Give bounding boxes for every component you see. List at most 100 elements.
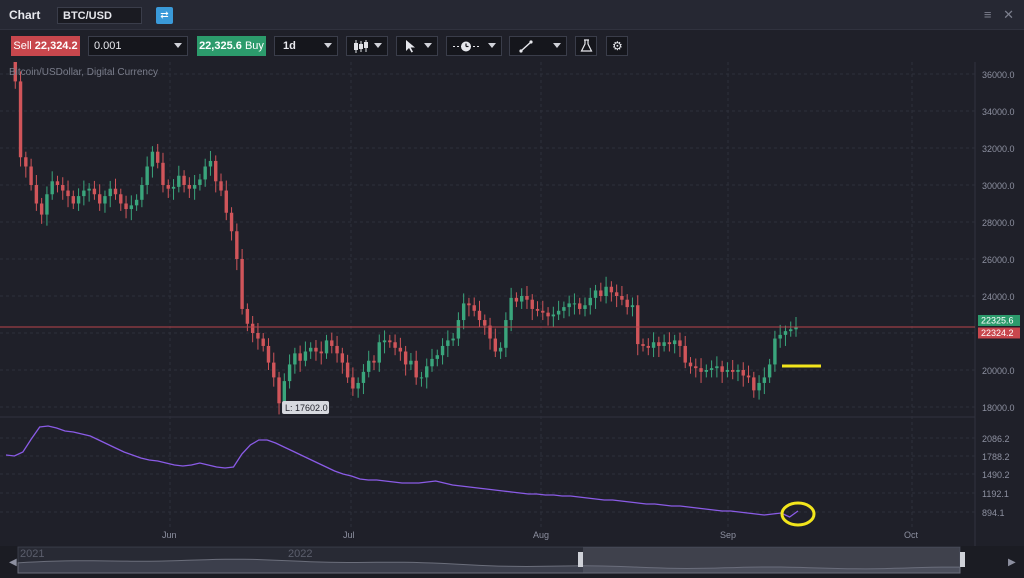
candle-body	[192, 185, 197, 189]
candle-body	[240, 259, 244, 309]
chart-settings-button[interactable]: ⚙	[606, 36, 628, 56]
candle-body	[208, 160, 213, 167]
navigator-scroll-left-icon[interactable]: ◀	[9, 557, 17, 568]
candle-body	[672, 340, 677, 345]
candle-body	[245, 308, 250, 324]
indicators-button[interactable]	[575, 36, 597, 56]
candle-body	[625, 299, 629, 308]
candle-body	[272, 362, 276, 378]
candle-body	[741, 370, 745, 376]
candle-body	[361, 371, 366, 383]
candle-body	[203, 166, 207, 180]
candle-body	[108, 188, 112, 197]
candle-body	[340, 353, 345, 363]
time-navigator[interactable]: ◀ ▶ 2021 2022	[0, 546, 1024, 578]
price-axis-label: 26000.0	[982, 255, 1015, 265]
candle-body	[150, 151, 155, 167]
candle-body	[614, 292, 619, 296]
candle-body	[588, 297, 592, 306]
close-icon[interactable]: ✕	[1003, 7, 1014, 22]
candle-body	[752, 377, 756, 391]
candle-body	[699, 368, 703, 372]
navigator-left-handle[interactable]	[578, 552, 583, 567]
timeframe-dropdown[interactable]: 1d	[274, 36, 338, 56]
drawing-tools-dropdown[interactable]	[509, 36, 567, 56]
symbol-input[interactable]: BTC/USD	[57, 7, 142, 24]
sell-button[interactable]: Sell 22,324.2	[11, 36, 80, 56]
navigator-label-2022: 2022	[288, 548, 312, 560]
menu-icon[interactable]: ≡	[983, 7, 992, 22]
candle-body	[477, 310, 482, 321]
navigator-canvas[interactable]: ◀ ▶ 2021 2022	[0, 546, 1024, 578]
buy-button[interactable]: 22,325.6 Buy	[197, 36, 266, 56]
cursor-arrow-icon	[406, 40, 415, 53]
candle-body	[103, 196, 107, 204]
indicator-line	[5, 425, 799, 518]
chart-toolbar: Sell 22,324.2 0.001 22,325.6 Buy 1d	[0, 31, 1024, 61]
buy-price-tag-label: 22325.6	[981, 315, 1014, 325]
candle-body	[13, 62, 17, 82]
chart-type-dropdown[interactable]	[346, 36, 388, 56]
candle-body	[709, 368, 714, 370]
candle-body	[124, 203, 128, 210]
candle-body	[134, 199, 139, 206]
crosshair-dropdown[interactable]	[446, 36, 502, 56]
candle-body	[166, 185, 170, 189]
swap-icon[interactable]: ⇄	[156, 7, 173, 24]
indicator-axis-label: 1788.2	[982, 452, 1010, 462]
candle-body	[604, 286, 608, 296]
candle-body	[778, 334, 782, 339]
candlestick-icon	[354, 40, 368, 53]
candle-body	[483, 320, 487, 326]
candle-body	[398, 347, 403, 352]
candle-body	[293, 353, 297, 365]
navigator-right-handle[interactable]	[960, 552, 965, 567]
sell-label: Sell	[13, 40, 32, 52]
candle-body	[794, 326, 798, 330]
price-axis-label: 30000.0	[982, 181, 1015, 191]
quantity-dropdown[interactable]: 0.001	[88, 36, 188, 56]
candle-body	[456, 320, 461, 339]
candle-body	[277, 377, 281, 404]
candle-body	[330, 340, 334, 346]
price-chart[interactable]: 36000.0 34000.0 32000.0 30000.0 28000.0 26000…	[0, 62, 1024, 546]
candle-body	[303, 351, 308, 361]
candle-body	[45, 194, 49, 215]
candle-body	[720, 366, 724, 372]
time-axis-label: Sep	[720, 530, 736, 540]
candle-body	[678, 340, 682, 346]
candle-body	[403, 351, 408, 365]
window-controls: ≡ ✕	[976, 7, 1014, 23]
candle-body	[377, 342, 381, 363]
low-marker	[282, 401, 330, 414]
candle-body	[250, 323, 255, 333]
candle-body	[34, 185, 39, 204]
candle-body	[715, 366, 719, 369]
candle-body	[425, 366, 429, 378]
candle-body	[725, 370, 730, 372]
navigator-scroll-right-icon[interactable]: ▶	[1008, 557, 1016, 568]
chevron-down-icon	[324, 43, 332, 48]
candle-body	[298, 353, 302, 361]
candle-body	[71, 196, 76, 204]
candle-body	[156, 151, 160, 163]
candle-body	[198, 179, 202, 185]
chart-canvas[interactable]: 36000.0 34000.0 32000.0 30000.0 28000.0 26000…	[0, 62, 1024, 546]
cursor-dropdown[interactable]	[396, 36, 438, 56]
candle-body	[256, 333, 260, 339]
candle-body	[414, 360, 418, 378]
candle-body	[472, 305, 476, 311]
candle-body	[388, 340, 392, 343]
price-axis-label: 24000.0	[982, 292, 1015, 302]
candle-body	[688, 362, 693, 367]
candle-body	[514, 297, 519, 302]
line-draw-icon	[519, 40, 533, 53]
candle-body	[235, 231, 239, 259]
chevron-down-icon	[424, 43, 432, 48]
drawn-ellipse[interactable]	[780, 501, 816, 527]
candle-body	[18, 81, 23, 158]
candle-body	[314, 347, 318, 352]
navigator-selection[interactable]	[583, 547, 960, 573]
candle-body	[119, 194, 123, 204]
candle-body	[757, 382, 761, 391]
